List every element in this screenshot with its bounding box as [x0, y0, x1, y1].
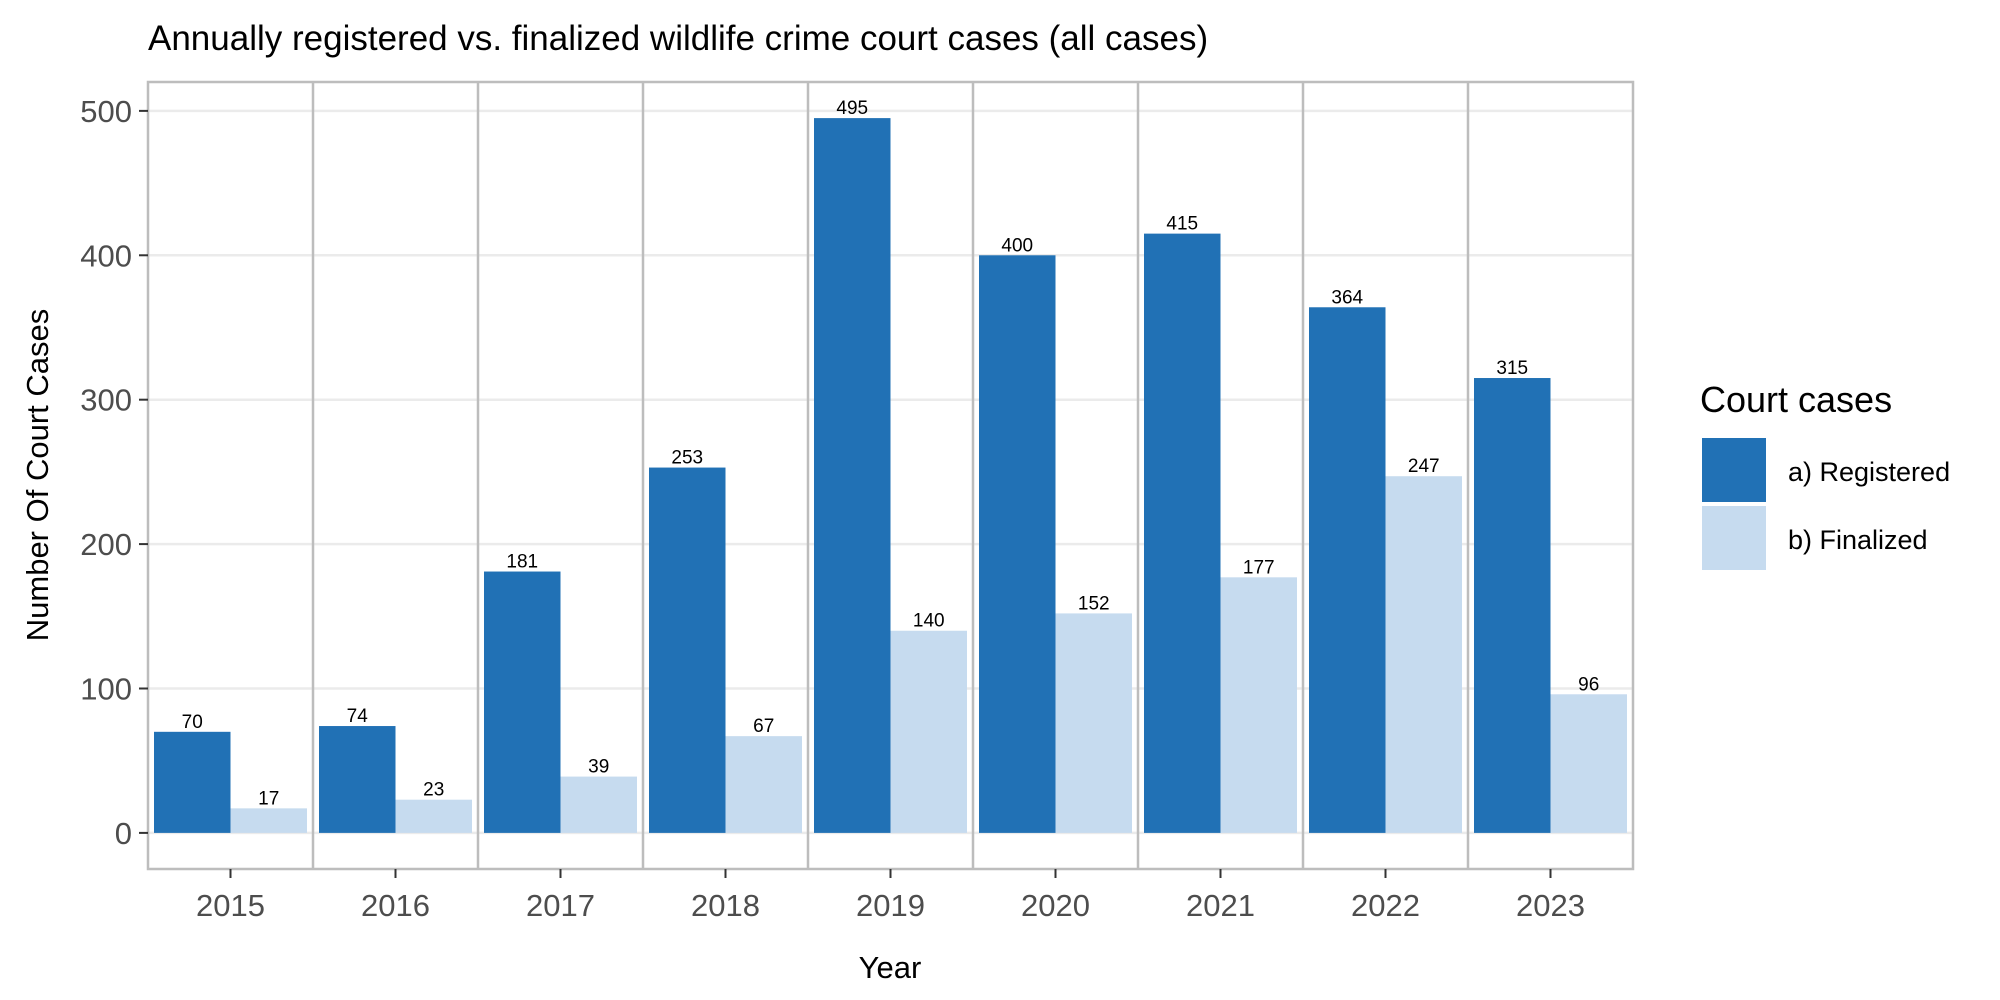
- bar-finalized-2023: [1550, 694, 1627, 833]
- y-axis-title: Number Of Court Cases: [20, 309, 55, 642]
- legend-swatch-finalized: [1702, 506, 1766, 570]
- data-label: 177: [1243, 557, 1275, 578]
- bar-registered-2022: [1309, 307, 1386, 833]
- y-tick-label: 0: [115, 816, 132, 851]
- bars-layer: 70 17 74 23 181 39 253 67 495 140 400 152 415 177 364 2…: [154, 98, 1627, 833]
- bar-finalized-2019: [890, 630, 967, 833]
- data-label: 140: [913, 611, 945, 632]
- bar-finalized-2016: [395, 799, 472, 833]
- data-label: 181: [506, 552, 538, 573]
- bar-registered-2018: [649, 467, 726, 833]
- bar-finalized-2021: [1220, 577, 1297, 833]
- data-label: 253: [671, 448, 703, 469]
- data-label: 74: [347, 706, 369, 727]
- y-tick-label: 200: [80, 527, 132, 562]
- data-label: 67: [753, 716, 774, 737]
- y-tick-label: 100: [80, 671, 132, 706]
- legend-title: Court cases: [1700, 379, 1892, 420]
- bar-finalized-2015: [230, 808, 307, 833]
- bar-registered-2017: [484, 571, 561, 833]
- legend-label-registered: a) Registered: [1788, 457, 1950, 487]
- legend-label-finalized: b) Finalized: [1788, 525, 1928, 555]
- bar-registered-2016: [319, 726, 396, 833]
- x-tick-label: 2022: [1351, 888, 1420, 923]
- axis-layer: 0 100 200 300 400 500 2015 2016 2017 2018 2019 2020…: [80, 94, 1585, 923]
- bar-registered-2015: [154, 731, 231, 833]
- x-tick-label: 2020: [1021, 888, 1090, 923]
- bar-registered-2023: [1474, 378, 1551, 833]
- x-tick-label: 2016: [361, 888, 430, 923]
- y-tick-label: 300: [80, 383, 132, 418]
- bar-registered-2019: [814, 118, 891, 833]
- y-tick-label: 400: [80, 238, 132, 273]
- data-label: 70: [182, 712, 203, 733]
- legend: Court cases a) Registered b) Finalized: [1700, 379, 1950, 570]
- data-label: 315: [1496, 358, 1528, 379]
- x-tick-label: 2021: [1186, 888, 1255, 923]
- data-label: 247: [1408, 456, 1440, 477]
- bar-finalized-2018: [725, 736, 802, 833]
- y-tick-label: 500: [80, 94, 132, 129]
- bar-registered-2021: [1144, 233, 1221, 833]
- bar-finalized-2017: [560, 776, 637, 833]
- data-label: 152: [1078, 593, 1110, 614]
- data-label: 96: [1578, 674, 1599, 695]
- x-axis-title: Year: [859, 950, 922, 985]
- data-label: 400: [1001, 235, 1033, 256]
- x-tick-label: 2023: [1516, 888, 1585, 923]
- data-label: 495: [836, 98, 868, 119]
- bar-finalized-2022: [1385, 476, 1462, 833]
- x-tick-label: 2015: [196, 888, 265, 923]
- bar-registered-2020: [979, 255, 1056, 833]
- x-tick-label: 2018: [691, 888, 760, 923]
- data-label: 17: [258, 788, 279, 809]
- x-tick-label: 2017: [526, 888, 595, 923]
- data-label: 364: [1331, 287, 1363, 308]
- data-label: 415: [1166, 214, 1198, 235]
- chart-title: Annually registered vs. finalized wildli…: [148, 19, 1208, 58]
- data-label: 23: [423, 780, 444, 801]
- bar-finalized-2020: [1055, 613, 1132, 833]
- x-tick-label: 2019: [856, 888, 925, 923]
- data-label: 39: [588, 757, 609, 778]
- legend-swatch-registered: [1702, 438, 1766, 502]
